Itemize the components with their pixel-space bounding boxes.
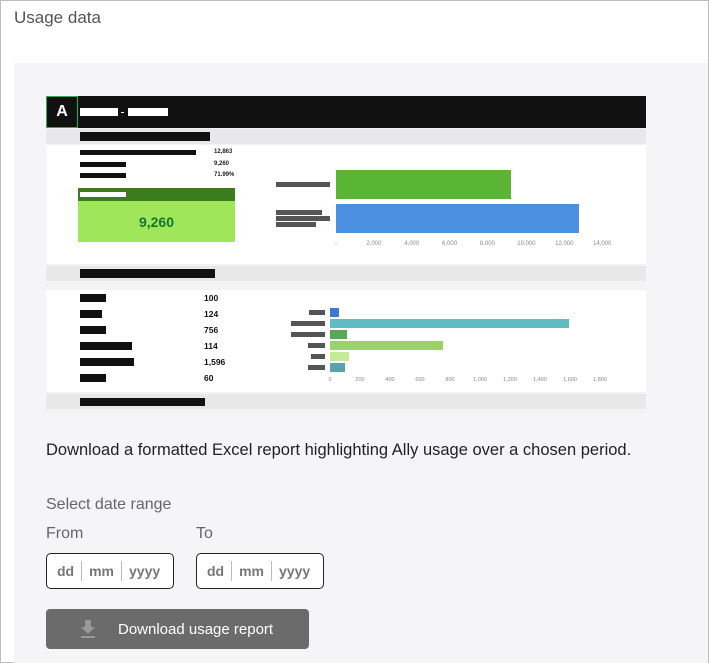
axis-tick-label: 0 — [328, 377, 332, 383]
redacted-label — [80, 162, 126, 167]
redacted-label — [80, 192, 126, 197]
report-preview-image: A 12,863 9,260 71.99% 9,260 - 2,000 4,000 6… — [46, 96, 646, 414]
chart-label — [309, 310, 325, 315]
from-year-field[interactable]: yyyy — [129, 563, 161, 579]
highlight-header — [78, 188, 235, 201]
download-icon — [81, 620, 95, 638]
table-value: 100 — [204, 293, 219, 303]
chart-bar — [330, 352, 349, 361]
summary-value: 9,260 — [214, 161, 230, 167]
redacted-heading — [80, 132, 210, 141]
chart-bar — [330, 308, 339, 317]
redacted-label — [80, 310, 102, 318]
redacted-heading — [80, 269, 215, 278]
axis-tick-label: 10,000 — [517, 241, 536, 247]
redacted-title — [80, 108, 118, 116]
chart-label — [308, 343, 325, 348]
redacted-label — [80, 150, 196, 155]
table-value: 124 — [204, 309, 219, 319]
redacted-label — [80, 374, 106, 382]
axis-tick-label: 12,000 — [555, 241, 574, 247]
axis-tick-label: 2,000 — [366, 241, 382, 247]
chart-label — [276, 182, 330, 187]
ally-logo: A — [46, 96, 78, 128]
chart-label — [308, 365, 325, 370]
chart-label — [311, 354, 325, 359]
to-year-field[interactable]: yyyy — [279, 563, 311, 579]
chart-bar — [330, 363, 345, 372]
to-label: To — [196, 525, 213, 542]
to-day-field[interactable]: dd — [207, 563, 225, 579]
title-dash — [121, 112, 124, 113]
from-label: From — [46, 525, 84, 542]
redacted-label — [80, 342, 132, 350]
redacted-label — [80, 326, 106, 334]
redacted-label — [80, 358, 134, 366]
from-day-field[interactable]: dd — [57, 563, 75, 579]
axis-tick-label: 800 — [445, 377, 455, 383]
chart-bar — [336, 204, 580, 233]
from-month-field[interactable]: mm — [89, 563, 115, 579]
to-date-input[interactable]: dd mm yyyy — [196, 553, 324, 589]
redacted-title — [128, 108, 168, 116]
axis-tick-label: 400 — [385, 377, 395, 383]
axis-tick-label: 6,000 — [442, 241, 458, 247]
axis-tick-label: 4,000 — [404, 241, 420, 247]
chart-bar — [330, 319, 570, 328]
download-button-label: Download usage report — [118, 620, 274, 638]
chart-bar — [336, 170, 512, 199]
chart-label — [276, 222, 316, 227]
axis-tick-label: 1,000 — [473, 377, 487, 383]
chart-label — [276, 216, 330, 221]
axis-tick-label: 8,000 — [479, 241, 495, 247]
axis-tick-label: 1,400 — [533, 377, 547, 383]
date-range-label: Select date range — [46, 496, 172, 513]
axis-tick-label: 1,200 — [503, 377, 517, 383]
download-usage-report-button[interactable]: Download usage report — [46, 609, 309, 649]
chart-label — [276, 210, 322, 215]
description: Download a formatted Excel report highli… — [46, 441, 632, 459]
summary-value: 12,863 — [214, 149, 233, 155]
axis-tick-label: 1,800 — [593, 377, 607, 383]
chart-bar — [330, 330, 348, 339]
chart-label — [291, 332, 325, 337]
summary-value: 71.99% — [214, 172, 235, 178]
chart-label — [291, 321, 325, 326]
table-value: 114 — [204, 341, 218, 351]
table-value: 60 — [204, 373, 214, 383]
to-month-field[interactable]: mm — [239, 563, 265, 579]
axis-tick-label: 14,000 — [593, 241, 612, 247]
axis-tick-label: 1,600 — [563, 377, 577, 383]
redacted-label — [80, 173, 126, 178]
table-value: 756 — [204, 325, 219, 335]
redacted-heading — [80, 398, 205, 406]
page-title: Usage data — [14, 8, 101, 27]
axis-tick-label: 200 — [355, 377, 365, 383]
table-value: 1,596 — [204, 357, 226, 367]
from-date-input[interactable]: dd mm yyyy — [46, 553, 174, 589]
highlight-value: 9,260 — [78, 201, 235, 242]
redacted-label — [80, 294, 106, 302]
axis-tick-label: 600 — [415, 377, 425, 383]
axis-tick-label: - — [335, 241, 337, 247]
chart-bar — [330, 341, 444, 350]
